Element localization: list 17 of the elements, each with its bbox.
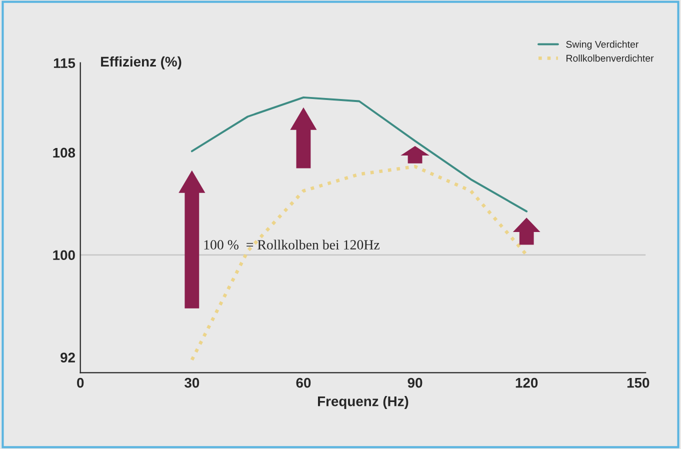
y-tick-label: 115 <box>54 58 76 68</box>
x-tick-label: 0 <box>77 378 84 388</box>
line-series <box>190 164 528 362</box>
annotation: 100 % = Rollkolben bei 120Hz <box>204 240 380 250</box>
x-axis-title: Frequenz (Hz) <box>318 396 408 409</box>
line-series <box>190 96 528 212</box>
x-tick-label: 120 <box>516 378 538 388</box>
legend-label: Swing Verdichter <box>566 40 639 50</box>
x-tick-label: 30 <box>184 378 200 388</box>
y-axis-title: Effizienz (%) <box>101 56 182 70</box>
x-tick-label: 60 <box>296 378 311 388</box>
y-tick-label: 100 <box>53 250 75 260</box>
legend-label: Rollkolbenverdichter <box>566 54 654 62</box>
y-tick-label: 92 <box>60 352 75 362</box>
x-tick-label: 150 <box>627 378 650 388</box>
x-tick-label: 90 <box>408 378 422 388</box>
y-tick-label: 108 <box>53 148 76 158</box>
